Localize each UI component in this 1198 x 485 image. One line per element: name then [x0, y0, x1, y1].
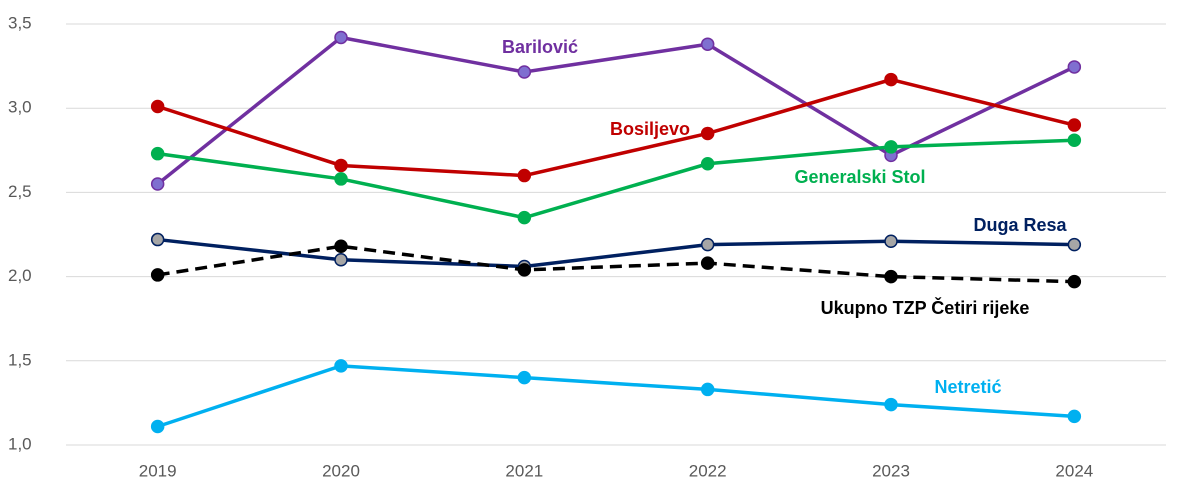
x-tick-label: 2019	[139, 461, 177, 480]
x-tick-label: 2023	[872, 461, 910, 480]
marker	[1067, 274, 1082, 289]
marker	[884, 234, 898, 248]
y-tick-label: 1,5	[8, 350, 32, 369]
y-tick-label: 3,5	[8, 13, 32, 32]
marker	[884, 397, 898, 412]
marker	[334, 239, 348, 254]
marker	[1067, 133, 1082, 147]
marker	[700, 126, 715, 141]
marker	[1067, 118, 1082, 132]
y-tick-label: 3,0	[8, 98, 32, 117]
marker	[150, 268, 165, 282]
series-line	[157, 77, 1075, 178]
series-line	[157, 364, 1075, 429]
marker	[700, 382, 715, 397]
marker	[884, 72, 898, 87]
series-line	[157, 237, 1075, 269]
x-tick-label: 2021	[505, 461, 543, 480]
marker	[700, 37, 715, 51]
marker	[150, 146, 165, 161]
marker	[1067, 237, 1082, 252]
series-label: Barilović	[502, 37, 578, 57]
series-label: Netretić	[934, 377, 1001, 397]
marker	[884, 140, 898, 154]
y-tick-label: 2,5	[8, 182, 32, 201]
y-tick-label: 2,0	[8, 266, 32, 285]
series-line	[157, 244, 1075, 284]
series-line	[156, 35, 1076, 186]
marker	[150, 232, 165, 247]
marker	[517, 65, 532, 79]
marker	[700, 256, 715, 270]
series-label: Bosiljevo	[610, 119, 690, 139]
marker	[700, 157, 715, 171]
marker	[150, 177, 165, 191]
x-tick-label: 2020	[322, 461, 360, 480]
marker	[517, 168, 532, 183]
x-tick-label: 2022	[689, 461, 727, 480]
marker	[700, 237, 715, 252]
marker	[334, 158, 348, 173]
series-line	[157, 138, 1075, 220]
x-tick-label: 2024	[1055, 461, 1093, 480]
marker	[884, 269, 898, 284]
series-label: Generalski Stol	[794, 167, 925, 187]
y-tick-label: 1,0	[8, 434, 32, 453]
marker	[517, 263, 532, 277]
marker	[517, 210, 532, 225]
marker	[1067, 409, 1082, 424]
series-label: Duga Resa	[973, 215, 1067, 235]
series-label: Ukupno TZP Četiri rijeke	[821, 297, 1030, 318]
marker	[334, 172, 348, 186]
marker	[517, 370, 532, 385]
marker	[150, 99, 165, 114]
marker	[334, 359, 348, 373]
marker	[334, 30, 348, 45]
marker	[1067, 60, 1082, 74]
marker	[150, 419, 165, 434]
marker	[334, 253, 348, 267]
